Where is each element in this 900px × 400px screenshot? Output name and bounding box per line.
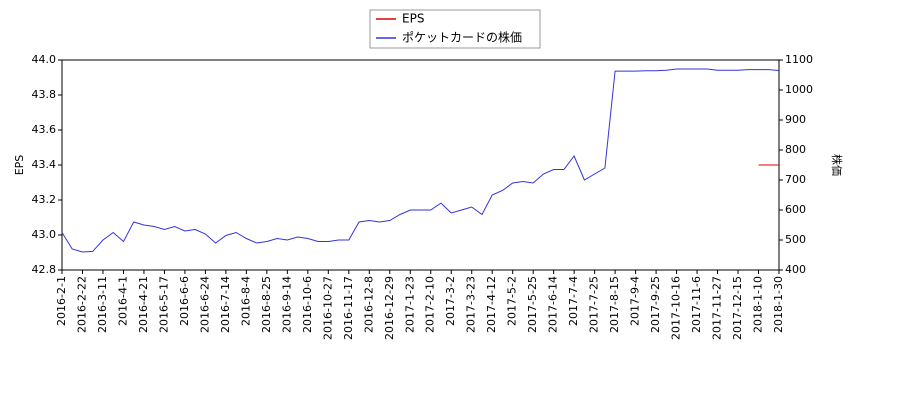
x-tick-label: 2016-4-1 [116, 276, 129, 326]
x-tick-label: 2016-9-14 [280, 276, 293, 333]
x-tick-label: 2016-6-24 [198, 276, 211, 333]
legend-label: ポケットカードの株価 [402, 30, 522, 45]
x-tick-label: 2018-1-30 [772, 276, 785, 333]
x-tick-label: 2017-7-4 [567, 276, 580, 326]
x-tick-label: 2017-9-4 [629, 276, 642, 326]
x-tick-label: 2017-3-23 [465, 276, 478, 333]
x-tick-label: 2018-1-10 [752, 276, 765, 333]
x-tick-label: 2016-7-14 [219, 276, 232, 333]
plot-frame [61, 59, 780, 271]
x-tick-label: 2017-2-10 [424, 276, 437, 333]
y-tick-label: 43.6 [32, 123, 57, 136]
y-axis-label: EPS [13, 155, 26, 176]
y2-tick-label: 900 [785, 113, 806, 126]
x-tick-label: 2017-4-12 [485, 276, 498, 333]
x-tick-label: 2017-6-14 [547, 276, 560, 333]
x-tick-label: 2017-1-23 [403, 276, 416, 333]
x-tick-label: 2016-10-6 [301, 276, 314, 333]
x-tick-label: 2017-7-25 [588, 276, 601, 333]
x-tick-label: 2017-9-25 [649, 276, 662, 333]
y2-tick-label: 1000 [785, 83, 813, 96]
legend-label: EPS [402, 12, 424, 26]
y2-tick-label: 600 [785, 203, 806, 216]
x-tick-label: 2016-10-27 [321, 276, 334, 340]
y2-tick-label: 700 [785, 173, 806, 186]
x-tick-label: 2017-11-27 [711, 276, 724, 340]
x-tick-label: 2017-3-2 [444, 276, 457, 326]
x-tick-label: 2017-5-25 [526, 276, 539, 333]
x-tick-label: 2016-4-21 [137, 276, 150, 333]
x-tick-label: 2016-12-29 [383, 276, 396, 340]
x-tick-label: 2016-8-4 [239, 276, 252, 326]
y2-tick-label: 500 [785, 233, 806, 246]
y-tick-label: 43.2 [32, 193, 57, 206]
y-tick-label: 44.0 [32, 53, 57, 66]
y2-tick-label: 800 [785, 143, 806, 156]
x-tick-label: 2016-12-8 [362, 276, 375, 333]
x-tick-label: 2017-5-2 [506, 276, 519, 326]
x-tick-label: 2016-2-1 [55, 276, 68, 326]
series-line [61, 68, 780, 253]
y2-tick-label: 1100 [785, 53, 813, 66]
y-tick-label: 42.8 [32, 263, 57, 276]
x-tick-label: 2017-11-6 [690, 276, 703, 333]
y2-tick-label: 400 [785, 263, 806, 276]
x-tick-label: 2016-11-17 [342, 276, 355, 340]
x-tick-label: 2016-3-11 [96, 276, 109, 333]
y-tick-label: 43.8 [32, 88, 57, 101]
x-tick-label: 2017-12-15 [731, 276, 744, 340]
x-tick-label: 2016-8-25 [260, 276, 273, 333]
y2-axis-label: 株価 [830, 154, 844, 176]
x-tick-label: 2017-8-15 [608, 276, 621, 333]
legend-box [369, 9, 541, 49]
x-tick-label: 2016-6-6 [178, 276, 191, 326]
x-tick-label: 2016-5-17 [157, 276, 170, 333]
x-tick-label: 2016-2-22 [75, 276, 88, 333]
y-tick-label: 43.0 [32, 228, 57, 241]
x-tick-label: 2017-10-16 [670, 276, 683, 340]
y-tick-label: 43.4 [32, 158, 57, 171]
